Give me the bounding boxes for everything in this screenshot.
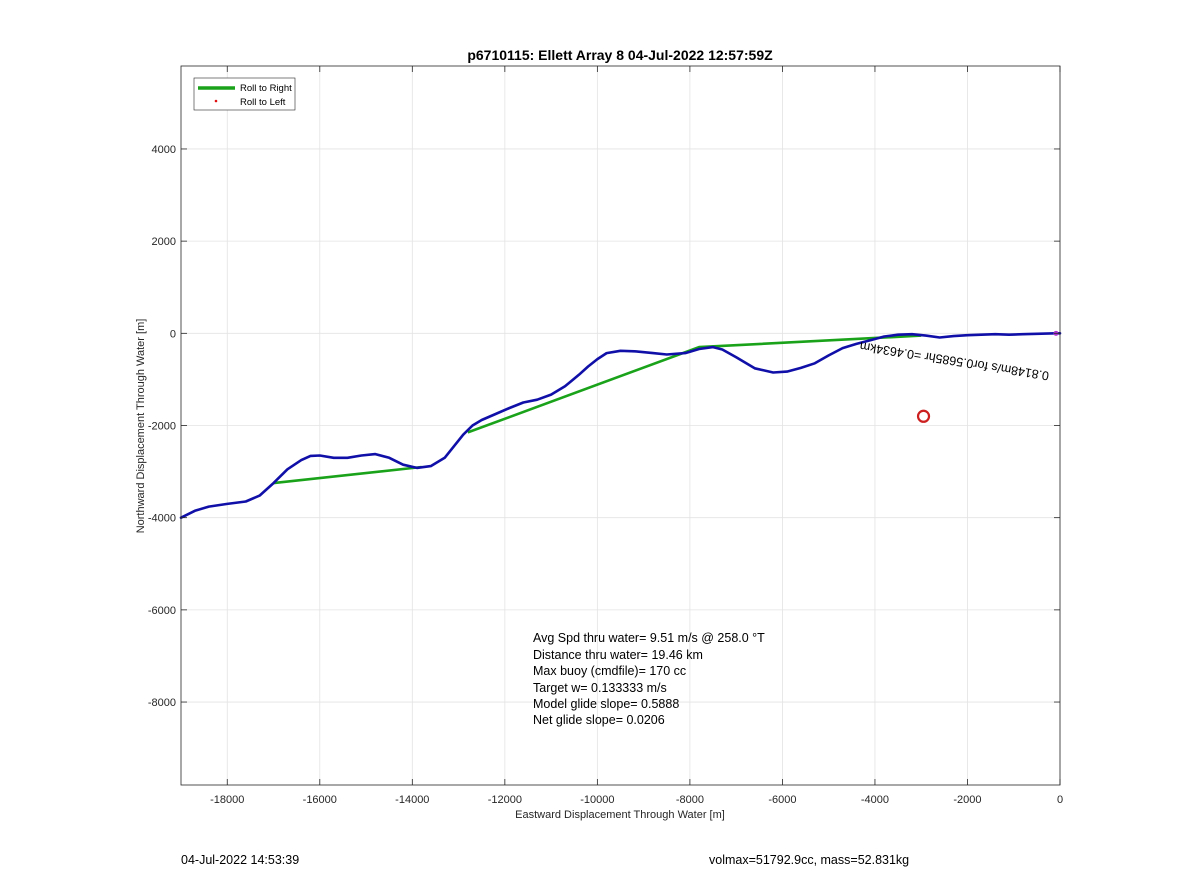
y-tick-label: -6000 (148, 605, 176, 617)
x-tick-label: -14000 (395, 794, 429, 806)
footer-volmax-mass: volmax=51792.9cc, mass=52.831kg (709, 853, 910, 867)
legend-box (193, 77, 296, 111)
x-tick-label: 0 (1057, 794, 1063, 806)
stats-line: Max buoy (cmdfile)= 170 cc (533, 664, 686, 678)
stats-annotation: Avg Spd thru water= 9.51 m/s @ 258.0 °T … (533, 631, 765, 727)
y-axis-label: Northward Displacement Through Water [m] (135, 319, 147, 534)
legend: Roll to Right Roll to Left (193, 77, 296, 111)
y-tick-label: 2000 (152, 236, 176, 248)
x-axis-label: Eastward Displacement Through Water [m] (515, 809, 725, 821)
series-layer (179, 331, 1062, 520)
y-tick-label: -2000 (148, 421, 176, 433)
y-tick-label: 4000 (152, 144, 176, 156)
y-tick-label: -8000 (148, 697, 176, 709)
axis-ticks: -18000 -16000 -14000 -12000 -10000 -8000 -6000… (148, 66, 1063, 806)
series-track-line (179, 331, 1062, 520)
x-tick-label: -4000 (861, 794, 889, 806)
x-tick-label: -16000 (303, 794, 337, 806)
legend-dot-roll-left (214, 99, 218, 103)
legend-label-roll-right: Roll to Right (240, 83, 292, 94)
stats-line: Model glide slope= 0.5888 (533, 697, 679, 711)
stats-line: Net glide slope= 0.0206 (533, 713, 665, 727)
series-roll-right-line (273, 465, 422, 485)
x-tick-label: -12000 (488, 794, 522, 806)
y-tick-label: 0 (170, 328, 176, 340)
series-roll-right-line (467, 334, 922, 434)
surface-position-marker (916, 409, 931, 423)
legend-label-roll-left: Roll to Left (240, 97, 286, 108)
x-tick-label: -10000 (580, 794, 614, 806)
x-tick-label: -18000 (210, 794, 244, 806)
chart-title: p6710115: Ellett Array 8 04-Jul-2022 12:… (467, 47, 773, 63)
y-tick-label: -4000 (148, 513, 176, 525)
footer-timestamp: 04-Jul-2022 14:53:39 (181, 853, 300, 867)
x-tick-label: -6000 (768, 794, 796, 806)
x-tick-label: -2000 (953, 794, 981, 806)
stats-line: Avg Spd thru water= 9.51 m/s @ 258.0 °T (533, 631, 765, 645)
x-tick-label: -8000 (676, 794, 704, 806)
stats-line: Distance thru water= 19.46 km (533, 648, 703, 662)
stats-line: Target w= 0.133333 m/s (533, 681, 667, 695)
